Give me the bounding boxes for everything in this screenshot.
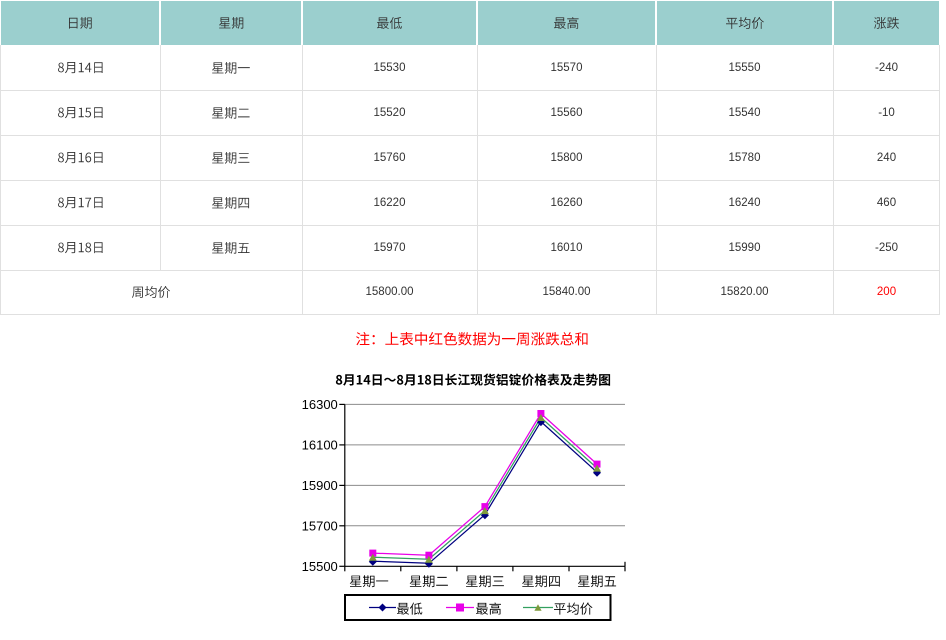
svg-text:15900: 15900 xyxy=(302,478,338,493)
svg-text:15500: 15500 xyxy=(302,559,338,574)
svg-text:16300: 16300 xyxy=(302,397,338,412)
svg-text:16100: 16100 xyxy=(302,437,338,452)
svg-text:15700: 15700 xyxy=(302,518,338,533)
